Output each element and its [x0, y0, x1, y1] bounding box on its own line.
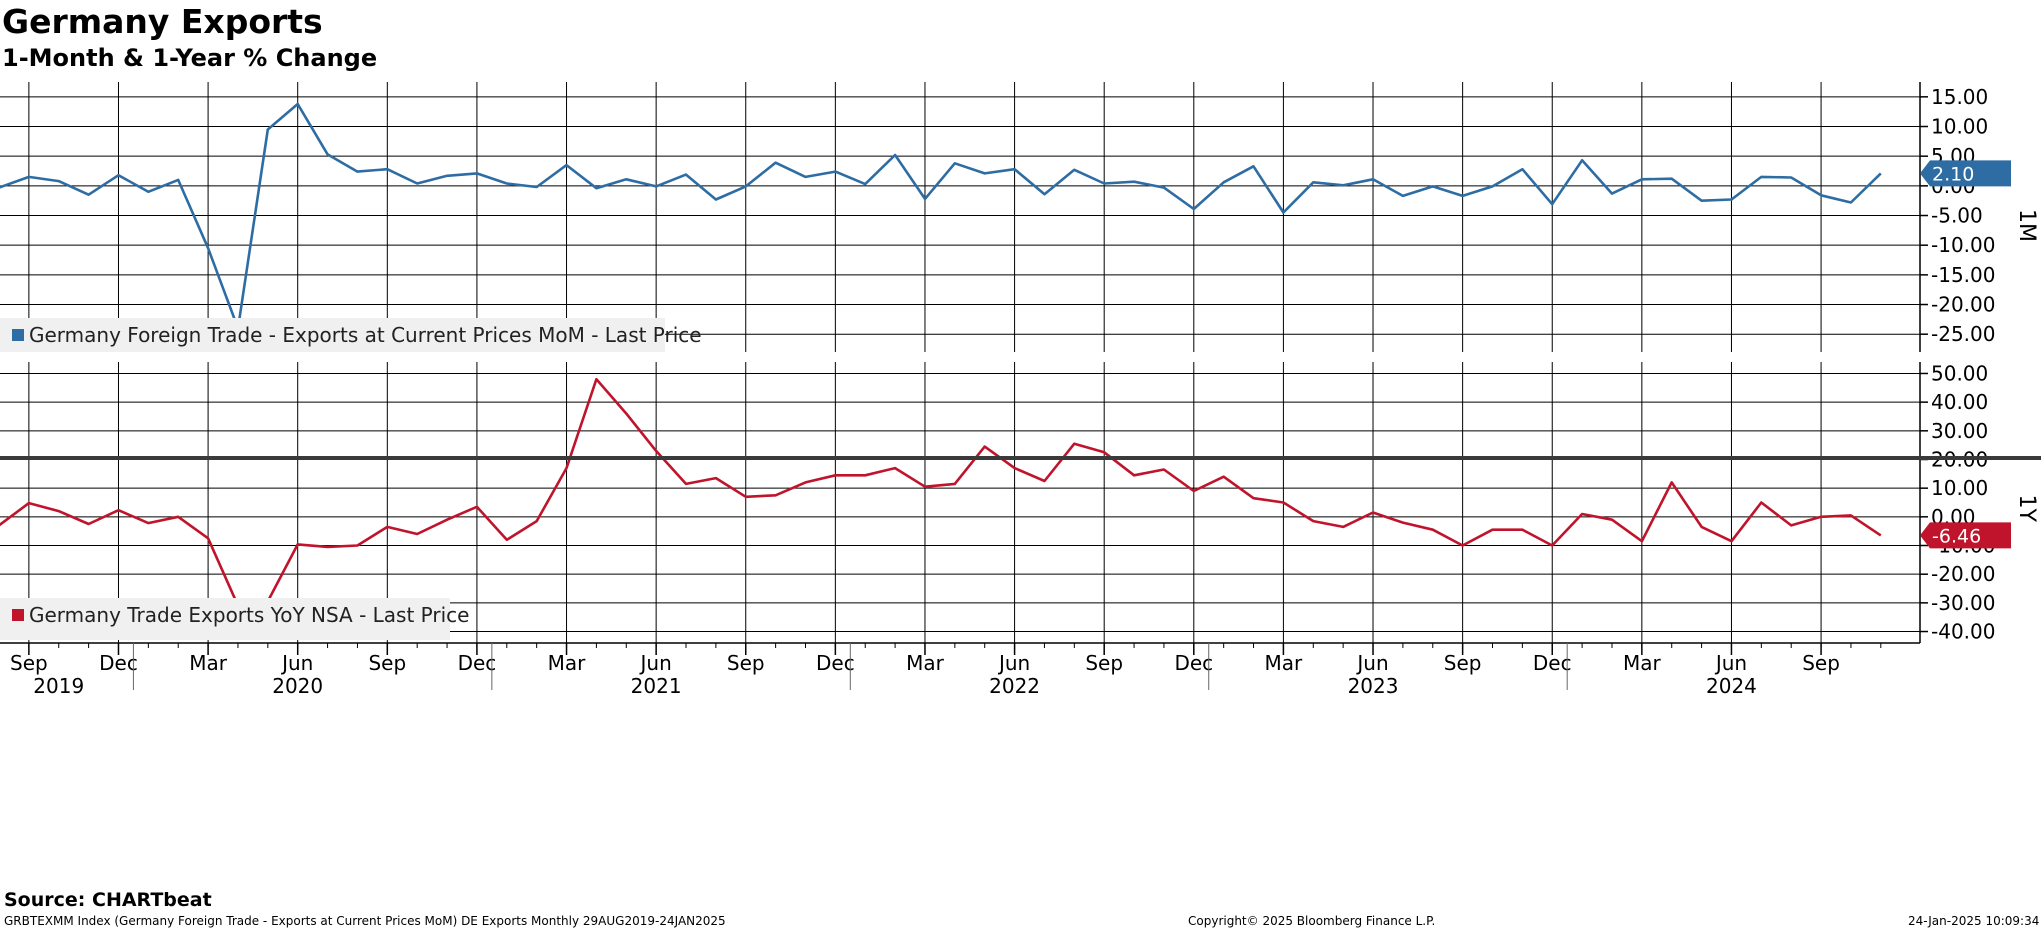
- x-month-label: Jun: [1355, 651, 1388, 675]
- y-tick-label: -10.00: [1931, 233, 1995, 257]
- x-year-label: 2023: [1348, 674, 1399, 698]
- series-layer: [0, 102, 1882, 608]
- yoy-legend-label: Germany Trade Exports YoY NSA - Last Pri…: [29, 603, 469, 627]
- chart-title: Germany Exports: [2, 2, 323, 41]
- mom-series-line: [0, 102, 1882, 330]
- y-tick-label: -40.00: [1931, 620, 1995, 644]
- x-month-label: Sep: [1085, 651, 1123, 675]
- y-tick-label: 10.00: [1931, 476, 1988, 500]
- mom-legend-box: [0, 318, 665, 352]
- x-month-label: Jun: [1714, 651, 1747, 675]
- x-month-label: Dec: [458, 651, 497, 675]
- copyright-footnote: Copyright© 2025 Bloomberg Finance L.P.: [1188, 914, 1436, 928]
- y-tick-label: 40.00: [1931, 390, 1988, 414]
- chart-subtitle: 1-Month & 1-Year % Change: [2, 44, 378, 72]
- grid-layer: [0, 82, 1920, 643]
- x-month-label: Mar: [548, 651, 587, 675]
- y-tick-label: -5.00: [1931, 204, 1983, 228]
- yoy-legend-box: [0, 598, 450, 640]
- y-tick-label: -25.00: [1931, 322, 1995, 346]
- yoy-pane-label: 1Y: [2014, 495, 2039, 523]
- x-month-label: Dec: [816, 651, 855, 675]
- x-month-label: Jun: [280, 651, 313, 675]
- y-tick-label: 15.00: [1931, 85, 1988, 109]
- x-month-label: Sep: [10, 651, 48, 675]
- x-month-label: Mar: [189, 651, 228, 675]
- x-year-label: 2021: [631, 674, 682, 698]
- ticker-footnote: GRBTEXMM Index (Germany Foreign Trade - …: [4, 914, 726, 928]
- x-month-label: Mar: [906, 651, 945, 675]
- x-year-label: 2020: [272, 674, 323, 698]
- mom-pane-label: 1M: [2014, 209, 2039, 242]
- mom-last-value-label: 2.10: [1932, 163, 1974, 185]
- x-month-label: Sep: [368, 651, 406, 675]
- y-tick-label: 10.00: [1931, 115, 1988, 139]
- panel-separator: [0, 456, 2041, 460]
- axis-layer: 15.0010.005.000.00-5.00-10.00-15.00-20.0…: [0, 82, 2041, 698]
- mom-legend-swatch: [12, 329, 24, 341]
- x-year-label: 2024: [1706, 674, 1757, 698]
- yoy-legend-swatch: [12, 609, 24, 621]
- y-tick-label: 30.00: [1931, 419, 1988, 443]
- y-tick-label: -30.00: [1931, 591, 1995, 615]
- source-note: Source: CHARTbeat: [4, 889, 212, 911]
- x-month-label: Mar: [1265, 651, 1304, 675]
- yoy-last-value-label: -6.46: [1932, 525, 1981, 547]
- y-tick-label: -20.00: [1931, 562, 1995, 586]
- x-month-label: Jun: [639, 651, 672, 675]
- x-month-label: Sep: [1802, 651, 1840, 675]
- yoy-series-line: [0, 377, 1882, 608]
- x-month-label: Dec: [1533, 651, 1572, 675]
- x-month-label: Sep: [1444, 651, 1482, 675]
- x-year-label: 2019: [33, 674, 84, 698]
- mom-legend-label: Germany Foreign Trade - Exports at Curre…: [29, 323, 702, 347]
- x-month-label: Dec: [99, 651, 138, 675]
- y-tick-label: -20.00: [1931, 293, 1995, 317]
- timestamp-footnote: 24-Jan-2025 10:09:34: [1908, 914, 2040, 928]
- yoy-last-value-badge: [1920, 522, 2011, 549]
- x-month-label: Sep: [727, 651, 765, 675]
- x-year-label: 2022: [989, 674, 1040, 698]
- mom-last-value-badge: [1920, 160, 2011, 187]
- y-tick-label: -15.00: [1931, 263, 1995, 287]
- x-month-label: Dec: [1174, 651, 1213, 675]
- y-tick-label: 50.00: [1931, 361, 1988, 385]
- x-month-label: Mar: [1623, 651, 1662, 675]
- legend-layer: Germany Foreign Trade - Exports at Curre…: [0, 318, 702, 640]
- x-month-label: Jun: [997, 651, 1030, 675]
